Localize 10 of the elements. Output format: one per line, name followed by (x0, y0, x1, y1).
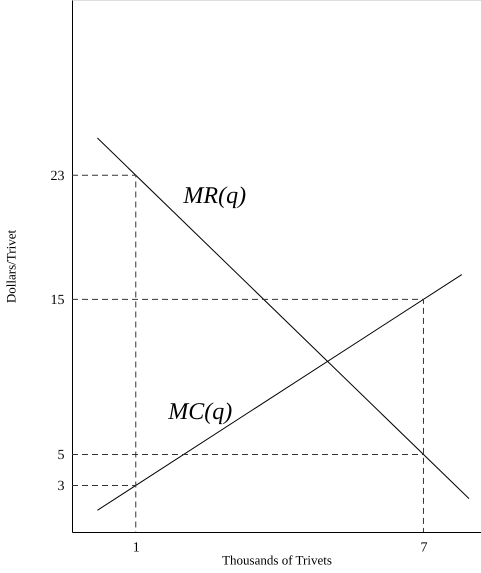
y-tick-label: 3 (58, 478, 64, 494)
series-label: MC(q) (167, 399, 232, 426)
x-axis-title: Thousands of Trivets (222, 552, 332, 568)
x-tick-label: 7 (420, 540, 428, 556)
y-tick-label: 5 (58, 448, 64, 463)
y-tick-label: 15 (50, 292, 64, 308)
y-tick-label: 23 (50, 168, 64, 184)
x-tick-label: 1 (132, 540, 140, 556)
series-label: MR(q) (182, 183, 246, 210)
y-axis-title: Dollars/Trivet (4, 230, 18, 304)
